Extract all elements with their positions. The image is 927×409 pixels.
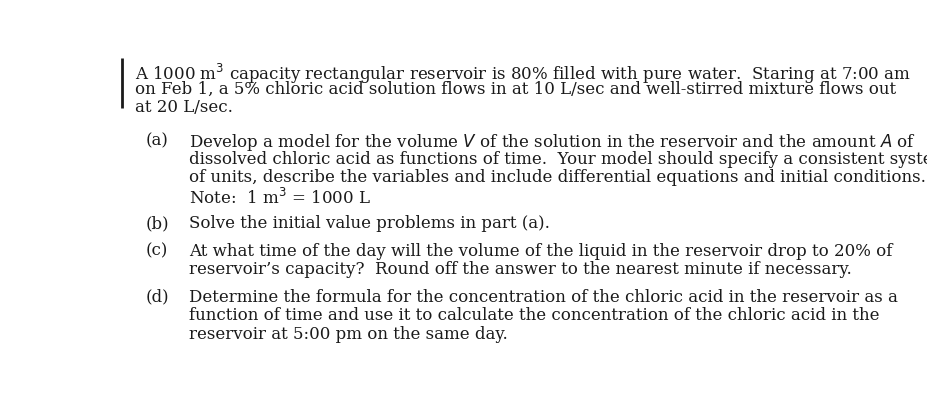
Text: reservoir’s capacity?  Round off the answer to the nearest minute if necessary.: reservoir’s capacity? Round off the answ… bbox=[189, 261, 852, 279]
Text: (d): (d) bbox=[146, 289, 170, 306]
Text: of units, describe the variables and include differential equations and initial : of units, describe the variables and inc… bbox=[189, 169, 926, 187]
Text: (c): (c) bbox=[146, 243, 169, 260]
Text: Solve the initial value problems in part (a).: Solve the initial value problems in part… bbox=[189, 216, 550, 232]
Text: A 1000 m$^3$ capacity rectangular reservoir is 80% filled with pure water.  Star: A 1000 m$^3$ capacity rectangular reserv… bbox=[135, 62, 911, 86]
Text: on Feb 1, a 5% chloric acid solution flows in at 10 L/sec and well-stirred mixtu: on Feb 1, a 5% chloric acid solution flo… bbox=[135, 81, 896, 98]
Text: Note:  1 m$^3$ = 1000 L: Note: 1 m$^3$ = 1000 L bbox=[189, 188, 371, 208]
Text: dissolved chloric acid as functions of time.  Your model should specify a consis: dissolved chloric acid as functions of t… bbox=[189, 151, 927, 168]
Text: (b): (b) bbox=[146, 216, 170, 232]
Text: function of time and use it to calculate the concentration of the chloric acid i: function of time and use it to calculate… bbox=[189, 307, 880, 324]
Text: Determine the formula for the concentration of the chloric acid in the reservoir: Determine the formula for the concentrat… bbox=[189, 289, 898, 306]
Text: at 20 L/sec.: at 20 L/sec. bbox=[135, 99, 233, 116]
Text: At what time of the day will the volume of the liquid in the reservoir drop to 2: At what time of the day will the volume … bbox=[189, 243, 893, 260]
Text: (a): (a) bbox=[146, 132, 169, 149]
Text: reservoir at 5:00 pm on the same day.: reservoir at 5:00 pm on the same day. bbox=[189, 326, 508, 343]
Text: Develop a model for the volume $V$ of the solution in the reservoir and the amou: Develop a model for the volume $V$ of th… bbox=[189, 132, 916, 153]
